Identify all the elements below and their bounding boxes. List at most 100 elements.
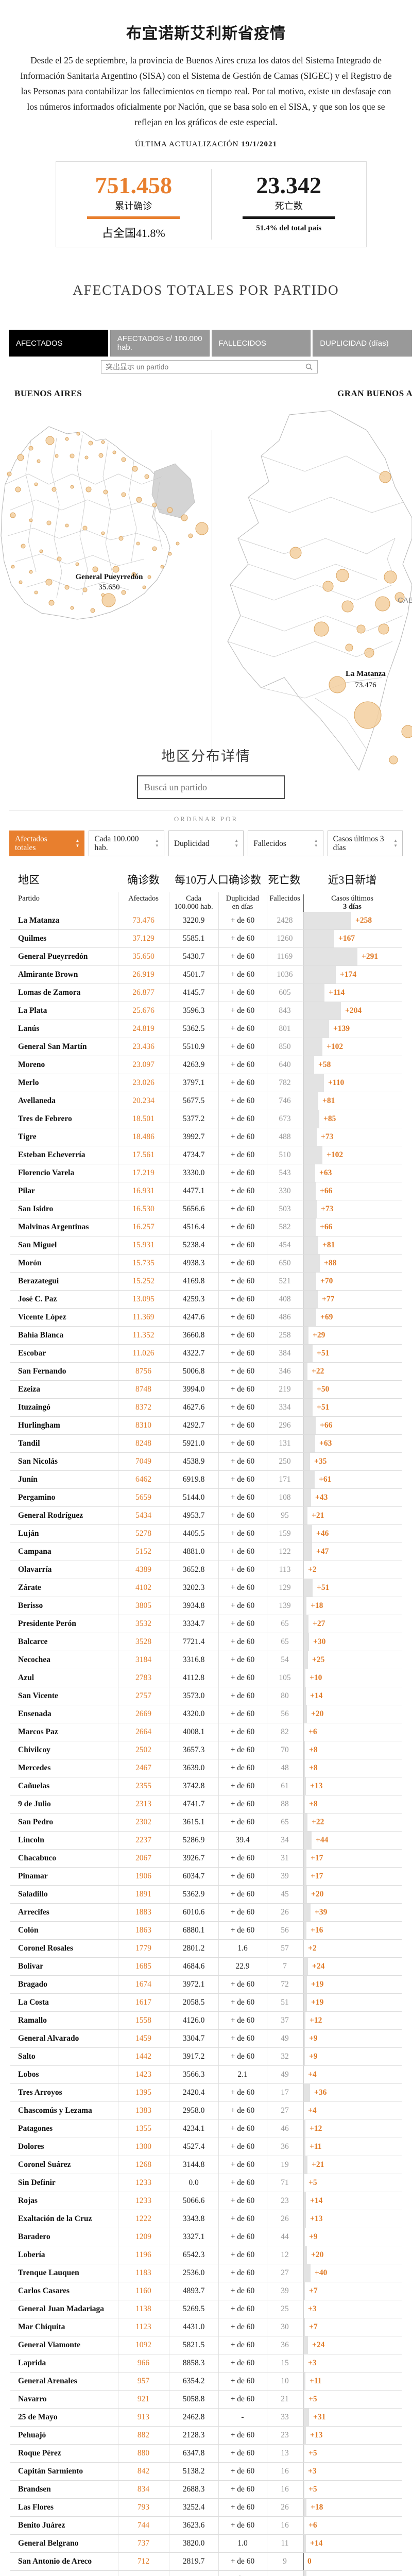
per-100k-value: 2688.3: [182, 2485, 205, 2494]
partido-name: Olavarría: [18, 1565, 52, 1574]
fallecidos-value: 159: [279, 1529, 291, 1538]
duplicidad-value: 39.4: [235, 1836, 250, 1844]
duplicidad-value: + de 60: [230, 1745, 255, 1754]
fallecidos-value: 49: [281, 2070, 289, 2079]
fallecidos-value: 34: [281, 1836, 289, 1844]
sort-button-0[interactable]: Afectados totales ▲ ▼: [9, 831, 85, 856]
partido-name: José C. Paz: [18, 1295, 57, 1303]
partido-name: San Isidro: [18, 1205, 54, 1213]
confirmed-subtext: 占全国41.8%: [101, 227, 165, 240]
per-100k-value: 5362.5: [182, 1024, 205, 1033]
map-search-input[interactable]: [101, 363, 305, 371]
partido-name: 9 de Julio: [18, 1800, 51, 1808]
table-row: Capitán Sarmiento 842 5138.2 + de 60 16 +3: [10, 2463, 402, 2481]
fallecidos-value: 408: [279, 1295, 291, 1303]
per-100k-value: 4477.1: [182, 1187, 205, 1195]
map-tab-3[interactable]: DUPLICIDAD (días): [313, 330, 412, 357]
fallecidos-value: 80: [281, 1691, 289, 1700]
new-cases-value: +258: [355, 916, 372, 925]
new-cases-bar: [303, 2084, 310, 2102]
map-tab-2[interactable]: FALLECIDOS: [211, 330, 311, 357]
afectados-value: 2757: [135, 1691, 151, 1700]
fallecidos-value: 673: [279, 1114, 291, 1123]
table-row: San Isidro 16.530 5656.6 + de 60 503 +73: [10, 1200, 402, 1218]
table-search-input[interactable]: [138, 782, 284, 793]
fallecidos-value: 2428: [277, 916, 293, 925]
duplicidad-value: + de 60: [230, 2557, 255, 2566]
new-cases-value: +66: [320, 1421, 333, 1430]
new-cases-value: +8: [309, 1764, 318, 1772]
per-100k-value: 3343.8: [182, 2214, 205, 2223]
partido-name: General Belgrano: [18, 2539, 79, 2548]
partido-name: General Alvarado: [18, 2034, 79, 2043]
new-cases-value: +5: [308, 2395, 317, 2403]
duplicidad-value: 1.0: [237, 2539, 248, 2548]
partido-name: Esteban Echeverría: [18, 1150, 85, 1159]
table-row: Almirante Brown 26.919 4501.7 + de 60 1036 +1…: [10, 966, 402, 984]
table-row: Bragado 1674 3972.1 + de 60 72 +19: [10, 1976, 402, 1994]
new-cases-bar: [303, 1777, 306, 1795]
table-body: La Matanza 73.476 3220.9 + de 60 2428 +258 Qui…: [0, 912, 412, 2576]
per-100k-value: 4538.9: [182, 1457, 205, 1466]
afectados-value: 7049: [135, 1457, 151, 1466]
new-cases-value: +9: [309, 2232, 318, 2241]
new-cases-value: +39: [315, 1908, 328, 1917]
duplicidad-value: + de 60: [230, 1601, 255, 1610]
partido-name: Rojas: [18, 2196, 38, 2205]
afectados-value: 3805: [135, 1601, 151, 1610]
map-tab-0[interactable]: AFECTADOS: [9, 330, 108, 357]
fallecidos-value: 49: [281, 2034, 289, 2043]
search-icon: [305, 363, 313, 370]
duplicidad-value: + de 60: [230, 1547, 255, 1556]
per-100k-value: 2058.5: [182, 1998, 205, 2007]
afectados-value: 1558: [135, 2016, 151, 2025]
duplicidad-value: + de 60: [230, 2196, 255, 2205]
fallecidos-value: 36: [281, 2142, 289, 2151]
last-updated: ÚLTIMA ACTUALIZACIÓN 19/1/2021: [0, 140, 412, 149]
partido-name: La Matanza: [18, 916, 60, 925]
table-row: San Miguel 15.931 5238.4 + de 60 454 +81: [10, 1236, 402, 1255]
afectados-value: 834: [137, 2485, 150, 2494]
partido-name: Ituzaingó: [18, 1403, 50, 1412]
duplicidad-value: + de 60: [230, 2304, 255, 2313]
new-cases-value: +30: [313, 1637, 326, 1646]
gran-buenos-aires-map[interactable]: [212, 410, 412, 775]
fallecidos-value: 70: [281, 1745, 289, 1754]
map-tab-1[interactable]: AFECTADOS c/ 100.000 hab.: [110, 330, 210, 357]
fallecidos-value: 16: [281, 2521, 289, 2530]
new-cases-bar: [303, 1453, 310, 1470]
partido-name: Malvinas Argentinas: [18, 1223, 89, 1231]
buenos-aires-map[interactable]: [0, 412, 211, 647]
new-cases-bar: [303, 2499, 306, 2516]
sort-button-3[interactable]: Fallecidos ▲ ▼: [248, 831, 323, 856]
new-cases-value: +61: [319, 1475, 332, 1484]
partido-name: General Rodríguez: [18, 1511, 83, 1520]
table-row: Navarro 921 5058.8 + de 60 21 +5: [10, 2391, 402, 2409]
table-row: San Nicolás 7049 4538.9 + de 60 250 +35: [10, 1453, 402, 1471]
sort-button-4[interactable]: Casos últimos 3 días ▲ ▼: [327, 831, 403, 856]
partido-name: Campana: [18, 1547, 52, 1556]
chevron-up-icon: ▲: [154, 838, 159, 843]
partido-name: Ezeiza: [18, 1385, 41, 1394]
new-cases-bar: [303, 1218, 316, 1236]
sort-button-1[interactable]: Cada 100.000 hab. ▲ ▼: [89, 831, 164, 856]
table-row: Moreno 23.097 4263.9 + de 60 640 +58: [10, 1056, 402, 1074]
afectados-value: 744: [137, 2521, 150, 2530]
per-100k-value: 3327.1: [182, 2232, 205, 2241]
new-cases-value: +139: [333, 1024, 350, 1033]
fallecidos-value: 44: [281, 2232, 289, 2241]
partido-name: Chacabuco: [18, 1854, 57, 1862]
table-row: Pergamino 5659 5144.0 + de 60 108 +43: [10, 1489, 402, 1507]
duplicidad-value: + de 60: [230, 1908, 255, 1917]
new-cases-bar: [303, 1525, 312, 1543]
sort-button-2[interactable]: Duplicidad ▲ ▼: [168, 831, 244, 856]
afectados-value: 16.931: [132, 1187, 154, 1195]
order-by-label: ORDENAR POR: [174, 815, 238, 823]
fallecidos-value: 56: [281, 1709, 289, 1718]
new-cases-value: +10: [310, 1673, 322, 1682]
per-100k-value: 0.0: [188, 2178, 199, 2187]
per-100k-value: 5058.8: [182, 2395, 205, 2403]
duplicidad-value: + de 60: [230, 1060, 255, 1069]
table-row: Rojas 1233 5066.6 + de 60 23 +14: [10, 2192, 402, 2210]
afectados-value: 1685: [135, 1962, 151, 1971]
